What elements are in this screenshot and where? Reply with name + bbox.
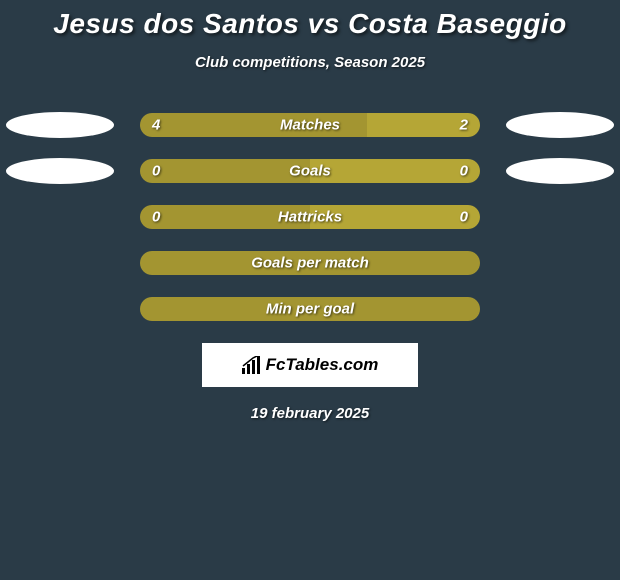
bar-left-segment: [140, 159, 310, 183]
stat-label: Goals: [289, 163, 331, 180]
stat-row: 0 Hattricks 0: [0, 205, 620, 229]
player-right-marker: [506, 112, 614, 138]
stat-right-value: 0: [460, 209, 468, 226]
comparison-title: Jesus dos Santos vs Costa Baseggio: [0, 8, 620, 40]
stat-row: 4 Matches 2: [0, 113, 620, 137]
stat-rows: 4 Matches 2 0 Goals 0 0: [0, 113, 620, 321]
stat-right-value: 0: [460, 163, 468, 180]
chart-icon: [242, 356, 262, 374]
stat-bar: 4 Matches 2: [140, 113, 480, 137]
stat-label: Min per goal: [266, 301, 354, 318]
stat-row: Goals per match: [0, 251, 620, 275]
player-right-marker: [506, 158, 614, 184]
stat-row: Min per goal: [0, 297, 620, 321]
logo-text: FcTables.com: [266, 355, 379, 375]
comparison-subtitle: Club competitions, Season 2025: [0, 54, 620, 71]
snapshot-date: 19 february 2025: [0, 405, 620, 422]
stat-bar: Min per goal: [140, 297, 480, 321]
player-left-marker: [6, 158, 114, 184]
stat-label: Hattricks: [278, 209, 342, 226]
player-left-marker: [6, 112, 114, 138]
stat-right-value: 2: [460, 117, 468, 134]
stat-left-value: 4: [152, 117, 160, 134]
stat-label: Matches: [280, 117, 340, 134]
stat-left-value: 0: [152, 209, 160, 226]
stat-bar: 0 Hattricks 0: [140, 205, 480, 229]
stat-label: Goals per match: [251, 255, 369, 272]
source-logo: FcTables.com: [202, 343, 418, 387]
stat-bar: Goals per match: [140, 251, 480, 275]
stat-row: 0 Goals 0: [0, 159, 620, 183]
stat-left-value: 0: [152, 163, 160, 180]
stat-bar: 0 Goals 0: [140, 159, 480, 183]
bar-right-segment: [310, 159, 480, 183]
